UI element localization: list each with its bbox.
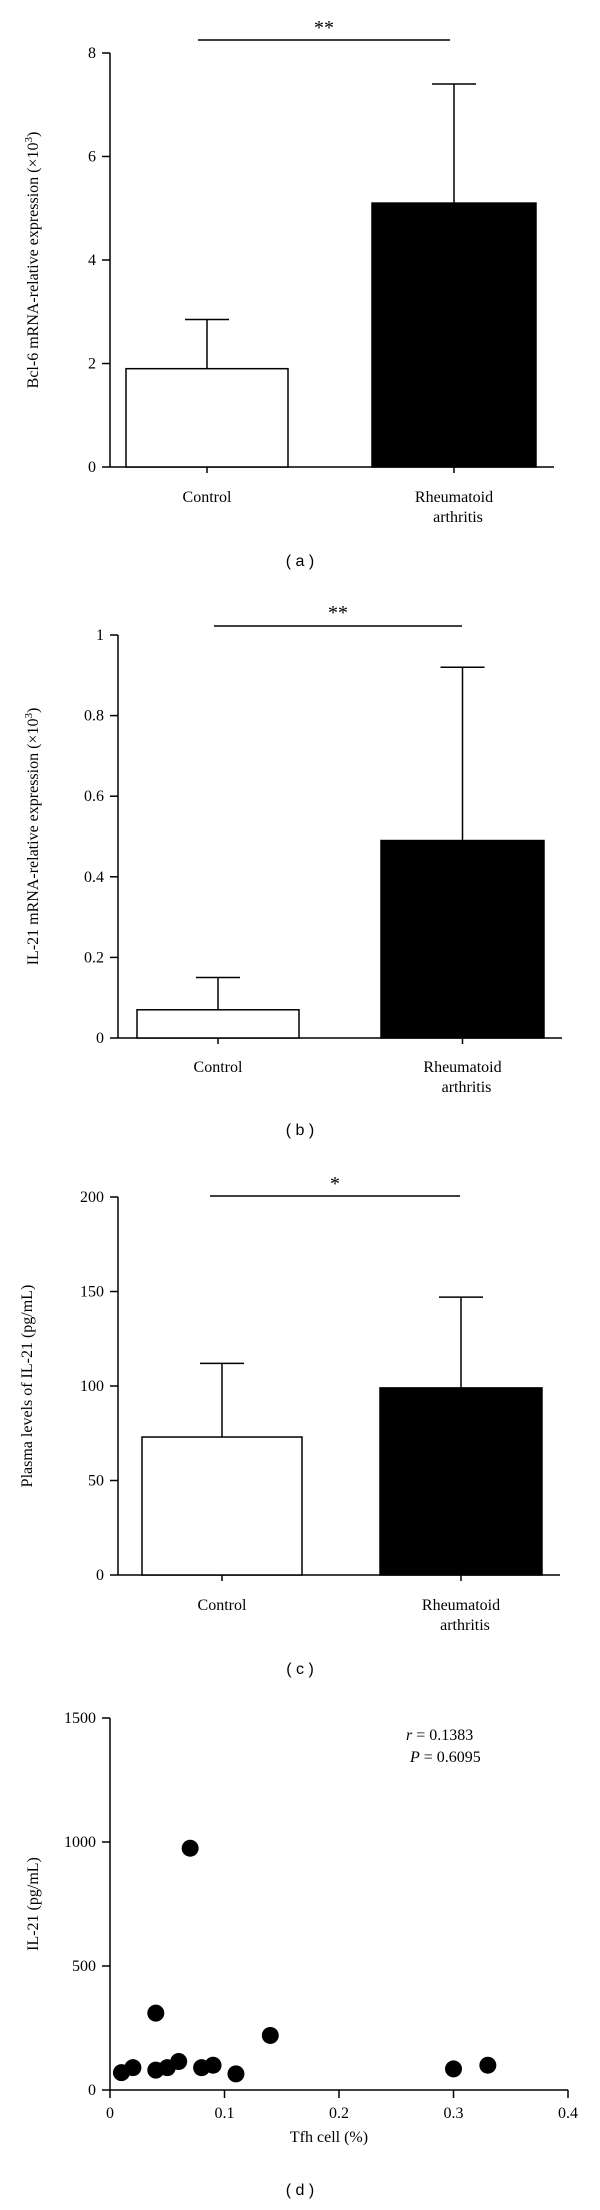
significance-marker: ** — [314, 17, 334, 39]
bar — [136, 1009, 300, 1039]
category-label: Rheumatoid — [422, 1597, 500, 1614]
y-axis-title-superscript: 3 — [23, 713, 35, 719]
y-tick-label: 8 — [88, 45, 96, 62]
scatter-point — [261, 2026, 279, 2044]
y-tick-label: 0.2 — [84, 949, 104, 966]
bar — [380, 839, 545, 1039]
y-tick-label: 6 — [88, 149, 96, 166]
y-axis-title-text: Plasma levels of IL-21 (pg/mL) — [19, 1285, 36, 1488]
scatter-point — [445, 2060, 462, 2078]
scatter-point — [479, 2056, 497, 2074]
category-label: Rheumatoid — [415, 489, 493, 506]
y-axis-title: Bcl-6 mRNA-relative expression (×103) — [23, 132, 42, 389]
y-tick-label: 2 — [88, 356, 96, 373]
category-label: arthritis — [440, 1617, 490, 1634]
y-tick-label: 500 — [72, 1958, 96, 1975]
category-label: Control — [194, 1059, 243, 1076]
panel-label: ( a ) — [286, 553, 314, 570]
panel-label: ( b ) — [286, 1122, 314, 1139]
y-tick-label: 0 — [96, 1030, 104, 1047]
p-value: P = 0.6095 — [409, 1749, 481, 1766]
bar — [125, 367, 289, 468]
scatter-point — [124, 2059, 142, 2077]
x-tick-label: 0.1 — [215, 2105, 235, 2122]
y-tick-label: 0.6 — [84, 788, 104, 805]
x-tick-label: 0.2 — [329, 2105, 349, 2122]
scatter-point — [170, 2052, 188, 2070]
scatter-point — [204, 2056, 222, 2074]
category-label: Control — [198, 1597, 247, 1614]
panel-label: ( d ) — [286, 2182, 314, 2199]
correlation-r: r = 0.1383 — [406, 1727, 473, 1744]
category-label: arthritis — [442, 1079, 492, 1096]
y-tick-label: 0.8 — [84, 708, 104, 725]
category-label: Rheumatoid — [423, 1059, 501, 1076]
y-axis-title: IL-21 mRNA-relative expression (×103) — [23, 708, 42, 966]
significance-marker: * — [330, 1173, 340, 1195]
correlation-r-symbol: r — [406, 1727, 413, 1744]
y-axis-title: IL-21 (pg/mL) — [25, 1857, 42, 1951]
p-value-symbol: P — [409, 1749, 420, 1766]
y-tick-label: 1500 — [64, 1710, 96, 1727]
y-axis-title-text: Bcl-6 mRNA-relative expression (×10 — [25, 142, 42, 388]
y-axis-title-superscript: 3 — [23, 136, 35, 142]
x-tick-label: 0.4 — [558, 2105, 578, 2122]
y-tick-label: 0 — [88, 2082, 96, 2099]
y-tick-label: 0 — [88, 459, 96, 476]
x-axis-title: Tfh cell (%) — [290, 2129, 368, 2146]
y-tick-label: 1 — [96, 627, 104, 644]
x-tick-label: 0 — [106, 2105, 114, 2122]
category-label: Control — [183, 489, 232, 506]
y-tick-label: 100 — [80, 1378, 104, 1395]
category-label: arthritis — [433, 509, 483, 526]
significance-marker: ** — [328, 602, 348, 624]
correlation-r-value: = 0.1383 — [412, 1727, 473, 1744]
y-axis-title-text: IL-21 mRNA-relative expression (×10 — [25, 719, 42, 966]
y-tick-label: 0.4 — [84, 869, 104, 886]
y-tick-label: 4 — [88, 252, 96, 269]
bar — [379, 1387, 543, 1576]
y-axis-title: Plasma levels of IL-21 (pg/mL) — [19, 1285, 36, 1488]
y-tick-label: 200 — [80, 1189, 104, 1206]
y-tick-label: 50 — [88, 1473, 104, 1490]
x-tick-label: 0.3 — [444, 2105, 464, 2122]
y-tick-label: 0 — [96, 1567, 104, 1584]
y-axis-title-suffix: ) — [25, 708, 42, 713]
panel-label: ( c ) — [286, 1661, 314, 1678]
y-axis-title-suffix: ) — [25, 132, 42, 137]
y-tick-label: 1000 — [64, 1834, 96, 1851]
scatter-point — [147, 2004, 165, 2022]
bar — [371, 202, 537, 468]
y-tick-label: 150 — [80, 1284, 104, 1301]
scatter-point — [181, 1839, 199, 1857]
p-value-number: = 0.6095 — [420, 1749, 481, 1766]
bar — [141, 1436, 303, 1576]
scatter-point — [227, 2065, 245, 2083]
